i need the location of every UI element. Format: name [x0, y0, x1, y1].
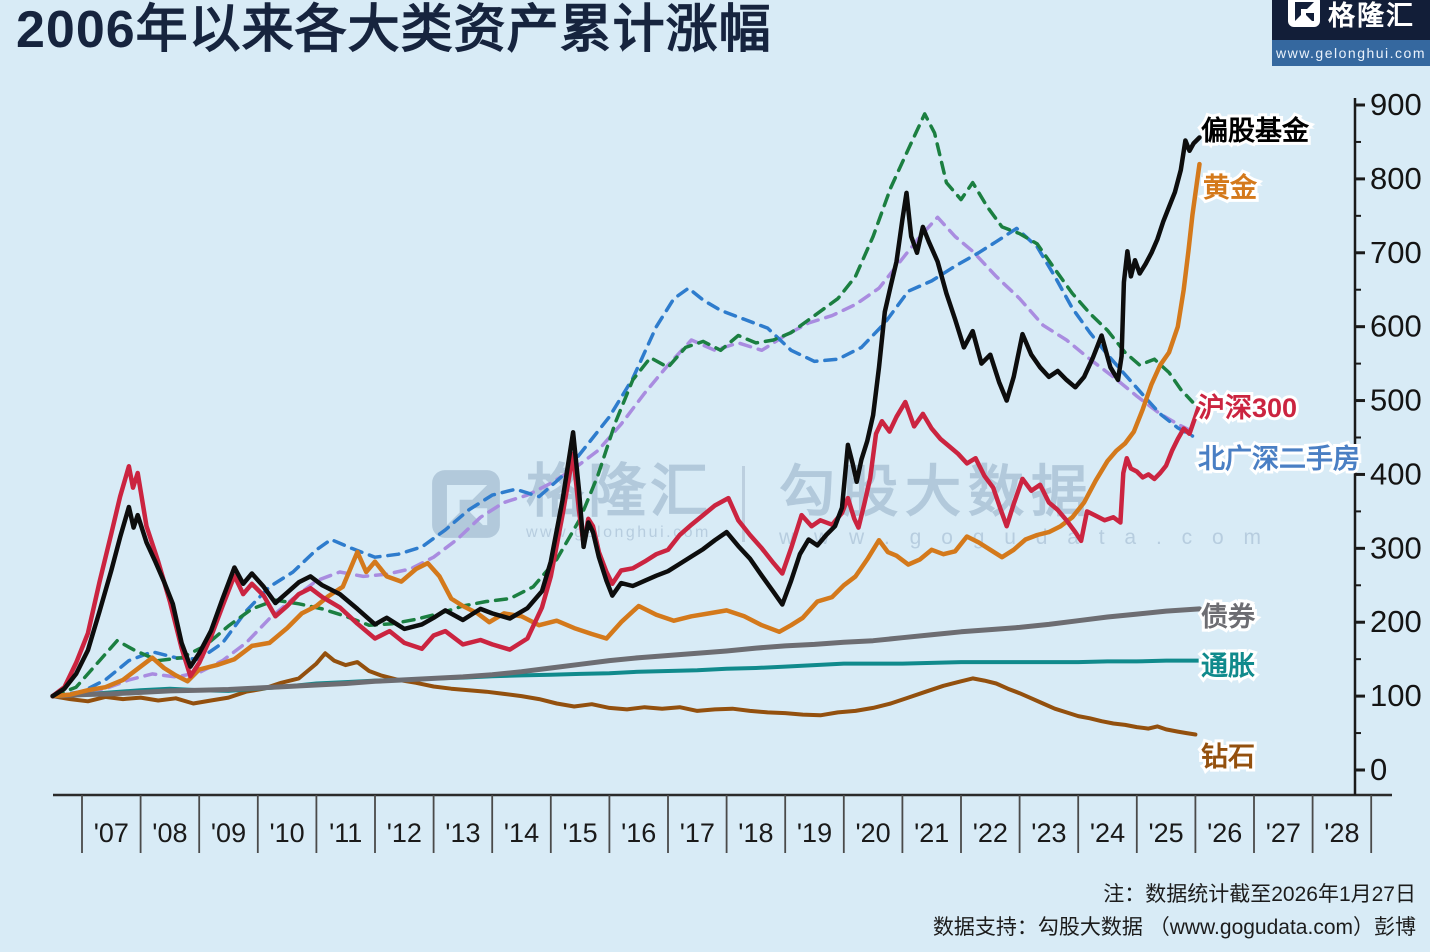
x-axis-label: '10: [270, 818, 305, 848]
series-label-钻石: 钻石: [1201, 742, 1255, 772]
x-axis-label: '28: [1324, 818, 1359, 848]
series-line-钻石: [50, 651, 1198, 737]
brand-logo: 格隆汇 www.gelonghui.com: [1272, 0, 1430, 66]
y-axis-label: 500: [1370, 383, 1422, 418]
x-axis-label: '18: [738, 818, 773, 848]
y-axis-label: 800: [1370, 161, 1422, 196]
x-axis-label: '20: [856, 818, 891, 848]
watermark-divider: [742, 466, 746, 542]
series-label-债券: 债券: [1201, 601, 1256, 632]
x-axis-label: '07: [94, 818, 129, 848]
y-axis-label: 900: [1370, 87, 1422, 122]
watermark-partner: 勾股大数据: [779, 460, 1095, 523]
page-title: 2006年以来各大类资产累计涨幅: [16, 1, 772, 59]
y-axis-label: 100: [1370, 678, 1422, 713]
x-axis-label: '17: [680, 818, 715, 848]
series-label-沪深300: 沪深300: [1198, 393, 1297, 423]
brand-name: 格隆汇: [1328, 0, 1415, 31]
series-line-黄金: [50, 161, 1202, 699]
y-axis-label: 600: [1370, 309, 1422, 344]
x-axis-label: '09: [211, 818, 246, 848]
x-axis-label: '26: [1207, 818, 1242, 848]
y-axis-label: 0: [1370, 752, 1387, 787]
x-axis-label: '25: [1149, 818, 1184, 848]
y-axis-label: 300: [1370, 530, 1422, 565]
x-axis-label: '11: [329, 818, 362, 848]
series-label-黄金: 黄金: [1203, 172, 1258, 203]
x-axis-label: '12: [387, 818, 422, 848]
watermark-brand: 格隆汇: [526, 459, 713, 524]
brand-url-strip: www.gelonghui.com: [1272, 40, 1430, 66]
watermark-logo-icon: [430, 468, 502, 545]
x-axis-label: '08: [152, 818, 187, 848]
x-axis-label: '21: [914, 818, 949, 848]
series-line-北广深二手房（紫色虚线）: [50, 215, 1195, 698]
brand-url: www.gelonghui.com: [1275, 45, 1426, 61]
x-axis-label: '24: [1090, 818, 1125, 848]
watermark-partner-url: w w w . g o g u d a t a . c o m: [779, 526, 1268, 549]
series-label-通胀: 通胀: [1201, 651, 1255, 681]
y-axis-label: 700: [1370, 235, 1422, 270]
x-axis-label: '27: [1266, 818, 1301, 848]
brand-logo-banner: 格隆汇: [1272, 0, 1430, 40]
series-line-沪深300: [50, 399, 1202, 699]
x-axis-label: '16: [621, 818, 656, 848]
series-label-偏股基金: 偏股基金: [1201, 115, 1310, 146]
x-axis-label: '13: [445, 818, 480, 848]
series-line-偏股基金: [50, 135, 1202, 699]
x-axis-label: '19: [797, 818, 832, 848]
footnote-cutoff: 注：数据统计截至2026年1月27日: [1103, 883, 1416, 906]
footnotes: 注：数据统计截至2026年1月27日 数据支持：勾股大数据 （www.gogud…: [933, 878, 1416, 944]
x-axis-label: '14: [504, 818, 539, 848]
y-axis-label: 400: [1370, 456, 1422, 491]
x-axis-label: '15: [563, 818, 598, 848]
watermark: 格隆汇 www.gelonghui.com 勾股大数据 w w w . g o …: [430, 462, 1268, 550]
footnote-source: 数据支持：勾股大数据 （www.gogudata.com）彭博: [932, 916, 1416, 939]
x-axis-label: '23: [1031, 818, 1066, 848]
series-label-北广深二手房: 北广深二手房: [1198, 444, 1360, 474]
series-line-债券: [50, 606, 1202, 699]
y-axis-label: 200: [1370, 604, 1422, 639]
x-axis-label: '22: [973, 818, 1008, 848]
gelonghui-logo-icon: [1287, 0, 1321, 33]
